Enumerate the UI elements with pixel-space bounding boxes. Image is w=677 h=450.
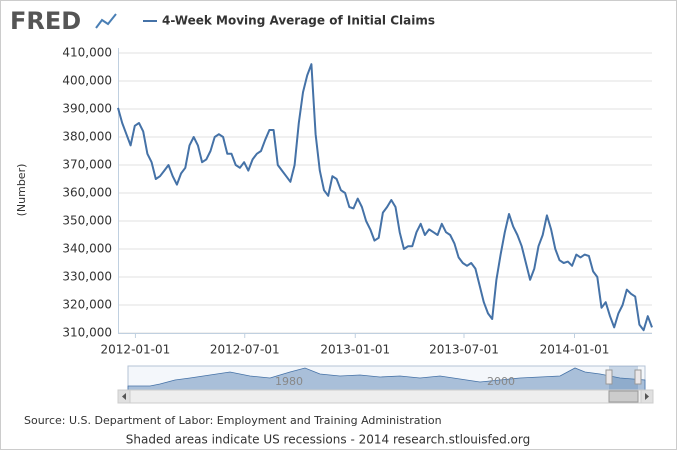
y-tick-label: 350,000 xyxy=(62,214,112,228)
x-tick-label: 2013-07-01 xyxy=(429,343,499,357)
y-tick-label: 370,000 xyxy=(62,158,112,172)
y-tick-label: 380,000 xyxy=(62,130,112,144)
navigator-handle[interactable] xyxy=(605,369,613,385)
note: Shaded areas indicate US recessions - 20… xyxy=(126,433,530,447)
scrollbar[interactable] xyxy=(117,389,654,404)
x-tick-label: 2012-07-01 xyxy=(210,343,280,357)
logo-icon xyxy=(95,13,117,29)
x-tick-label: 2013-01-01 xyxy=(320,343,390,357)
y-tick-label: 320,000 xyxy=(62,298,112,312)
scroll-thumb[interactable] xyxy=(608,390,639,403)
navigator-area xyxy=(127,367,646,391)
y-tick-label: 310,000 xyxy=(62,326,112,340)
arrow-icon xyxy=(122,393,126,400)
series-line xyxy=(117,63,653,332)
x-tick-label: 2014-01-01 xyxy=(540,343,610,357)
logo: FRED xyxy=(10,7,81,35)
legend-label: 4-Week Moving Average of Initial Claims xyxy=(162,14,435,28)
y-tick-label: 360,000 xyxy=(62,186,112,200)
y-tick-label: 390,000 xyxy=(62,102,112,116)
arrow-icon xyxy=(645,393,649,400)
navigator-label: 2000 xyxy=(487,375,515,388)
y-tick-label: 410,000 xyxy=(62,46,112,60)
x-tick-label: 2012-01-01 xyxy=(101,343,171,357)
y-tick-label: 400,000 xyxy=(62,74,112,88)
navigator-handle[interactable] xyxy=(634,369,642,385)
source: Source: U.S. Department of Labor: Employ… xyxy=(24,414,442,427)
y-axis-label: (Number) xyxy=(15,164,28,217)
y-tick-label: 340,000 xyxy=(62,242,112,256)
y-tick-label: 330,000 xyxy=(62,270,112,284)
navigator-selection[interactable] xyxy=(609,366,638,390)
navigator-label: 1980 xyxy=(275,375,303,388)
